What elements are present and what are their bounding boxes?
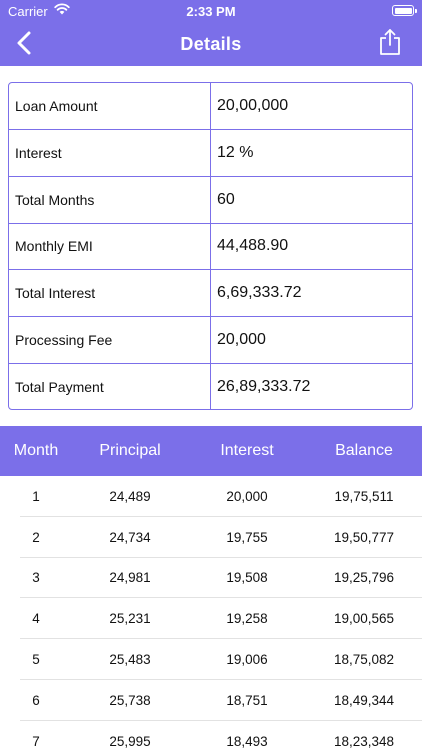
cell-balance: 18,23,348 bbox=[333, 733, 395, 749]
cell-interest: 18,493 bbox=[226, 733, 268, 749]
table-row: 4 25,231 19,258 19,00,565 bbox=[0, 598, 422, 639]
cell-interest: 18,751 bbox=[226, 692, 268, 708]
table-row: 2 24,734 19,755 19,50,777 bbox=[0, 517, 422, 558]
column-header-month: Month bbox=[13, 442, 59, 459]
table-row: 7 25,995 18,493 18,23,348 bbox=[0, 721, 422, 750]
table-row: 5 25,483 19,006 18,75,082 bbox=[0, 639, 422, 680]
cell-balance: 19,50,777 bbox=[333, 529, 395, 545]
cell-interest: 19,508 bbox=[226, 570, 268, 586]
detail-row-interest: Interest 12 % bbox=[9, 129, 412, 177]
cell-interest: 20,000 bbox=[226, 488, 268, 504]
detail-value: 12 % bbox=[217, 143, 254, 161]
schedule-header: Month Principal Interest Balance bbox=[0, 426, 422, 476]
detail-value: 6,69,333.72 bbox=[217, 284, 302, 302]
detail-row-total-interest: Total Interest 6,69,333.72 bbox=[9, 270, 412, 318]
cell-month: 3 bbox=[32, 570, 40, 586]
status-bar: Carrier 2:33 PM bbox=[0, 0, 422, 22]
column-header-interest: Interest bbox=[220, 442, 274, 459]
detail-value: 44,488.90 bbox=[217, 237, 289, 255]
amortization-schedule: 1 24,489 20,000 19,75,511 2 24,734 19,75… bbox=[0, 476, 422, 750]
detail-row-total-months: Total Months 60 bbox=[9, 176, 412, 224]
column-header-balance: Balance bbox=[335, 442, 393, 459]
detail-label: Loan Amount bbox=[9, 83, 211, 129]
cell-month: 4 bbox=[32, 611, 40, 627]
share-icon[interactable] bbox=[378, 28, 402, 56]
table-row: 6 25,738 18,751 18,49,344 bbox=[0, 680, 422, 721]
chevron-left-icon[interactable] bbox=[10, 28, 38, 58]
wifi-icon bbox=[54, 3, 70, 15]
cell-month: 5 bbox=[32, 652, 40, 668]
navigation-bar: Carrier 2:33 PM Details bbox=[0, 0, 422, 66]
cell-balance: 19,75,511 bbox=[334, 488, 394, 504]
detail-row-processing-fee: Processing Fee 20,000 bbox=[9, 317, 412, 365]
cell-principal: 24,734 bbox=[109, 529, 151, 545]
detail-row-loan-amount: Loan Amount 20,00,000 bbox=[9, 83, 412, 130]
cell-balance: 18,75,082 bbox=[333, 652, 395, 668]
detail-value: 60 bbox=[217, 190, 235, 208]
detail-label: Interest bbox=[9, 129, 211, 176]
page-title: Details bbox=[180, 34, 242, 54]
cell-month: 1 bbox=[32, 488, 40, 504]
cell-month: 6 bbox=[32, 692, 40, 708]
cell-balance: 18,49,344 bbox=[333, 692, 395, 708]
cell-month: 2 bbox=[32, 529, 40, 545]
cell-principal: 25,995 bbox=[109, 733, 151, 749]
cell-principal: 24,981 bbox=[109, 570, 151, 586]
detail-value: 20,00,000 bbox=[217, 96, 289, 114]
table-row: 1 24,489 20,000 19,75,511 bbox=[0, 476, 422, 517]
status-time: 2:33 PM bbox=[186, 4, 236, 19]
battery-icon bbox=[392, 5, 417, 16]
detail-label: Processing Fee bbox=[9, 317, 211, 364]
cell-balance: 19,00,565 bbox=[333, 611, 395, 627]
loan-details-table: Loan Amount 20,00,000 Interest 12 % Tota… bbox=[8, 82, 413, 410]
cell-principal: 25,738 bbox=[109, 692, 151, 708]
cell-principal: 25,483 bbox=[109, 652, 151, 668]
cell-balance: 19,25,796 bbox=[333, 570, 395, 586]
cell-principal: 25,231 bbox=[109, 611, 151, 627]
detail-label: Monthly EMI bbox=[9, 223, 211, 270]
column-header-principal: Principal bbox=[99, 442, 161, 459]
cell-interest: 19,755 bbox=[226, 529, 268, 545]
detail-value: 26,89,333.72 bbox=[217, 378, 311, 396]
cell-interest: 19,006 bbox=[226, 652, 268, 668]
carrier-label: Carrier bbox=[8, 4, 48, 19]
cell-month: 7 bbox=[32, 733, 40, 749]
detail-label: Total Interest bbox=[9, 270, 211, 317]
table-row: 3 24,981 19,508 19,25,796 bbox=[0, 558, 422, 599]
detail-label: Total Payment bbox=[9, 364, 211, 409]
detail-value: 20,000 bbox=[217, 331, 266, 349]
detail-row-total-payment: Total Payment 26,89,333.72 bbox=[9, 364, 412, 409]
detail-row-monthly-emi: Monthly EMI 44,488.90 bbox=[9, 223, 412, 271]
detail-label: Total Months bbox=[9, 176, 211, 223]
cell-principal: 24,489 bbox=[109, 488, 151, 504]
cell-interest: 19,258 bbox=[226, 611, 268, 627]
